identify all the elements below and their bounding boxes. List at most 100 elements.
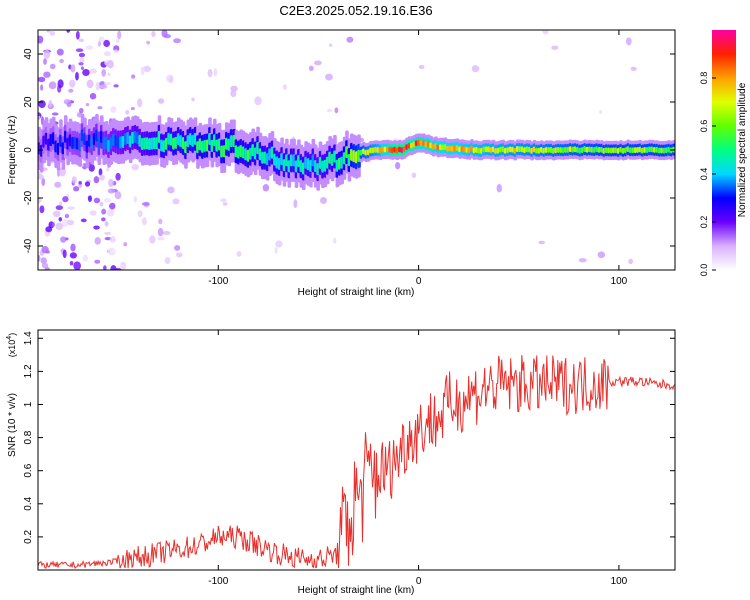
spectrogram-noise-cell: [78, 180, 82, 185]
spectrogram-noise-cell: [93, 176, 100, 184]
spectrogram-noise-cell: [58, 201, 63, 206]
spectrogram-noise-cell: [542, 30, 549, 35]
spectrogram-x-tick-label: 100: [611, 276, 628, 287]
snr-y-tick-label: 0.6: [23, 463, 34, 477]
snr-x-tick-label: 0: [416, 576, 422, 587]
spectrogram-noise-cell: [70, 243, 76, 252]
spectrogram-noise-cell: [172, 198, 180, 205]
spectrogram-noise-cell: [43, 58, 47, 65]
spectrogram-noise-cell: [207, 68, 213, 78]
spectrogram-noise-cell: [496, 184, 502, 193]
spectrogram-y-tick-label: -20: [23, 190, 34, 205]
spectrogram-ylabel: Frequency (Hz): [7, 116, 18, 185]
colorbar-tick-label: 0.2: [699, 216, 709, 229]
spectrogram-noise-cell: [395, 161, 401, 170]
snr-panel: -100 0 100 0.2 0.4 0.6 0.8 1 1.2 1.4 Height of st…: [6, 329, 676, 596]
spectrogram-noise-cell: [78, 62, 84, 66]
spectrogram-noise-cell: [78, 38, 84, 43]
spectrogram-x-tick-label: -100: [208, 276, 228, 287]
spectrogram-noise-cell: [333, 237, 337, 244]
spectrogram-noise-cell: [43, 49, 51, 59]
spectrogram-noise-cell: [113, 84, 119, 88]
spectrogram-noise-cell: [38, 174, 45, 180]
spectrogram-noise-cell: [597, 251, 606, 259]
spectrogram-noise-cell: [538, 240, 546, 245]
spectrogram-noise-cell: [86, 79, 94, 89]
spectrogram-noise-cell: [169, 76, 174, 84]
spectrogram-noise-cell: [149, 235, 156, 244]
spectrogram-noise-cell: [133, 195, 138, 203]
spectrogram-noise-cell: [67, 206, 75, 210]
spectrogram-noise-cell: [57, 79, 64, 89]
spectrogram-noise-cell: [78, 52, 86, 58]
spectrogram-noise-cell: [123, 242, 128, 247]
spectrogram-noise-cell: [97, 106, 103, 110]
spectrogram-noise-cell: [157, 98, 165, 104]
spectrogram-noise-cell: [52, 210, 61, 218]
colorbar-tick-label: 0.8: [699, 72, 709, 85]
spectrogram-noise-cell: [82, 68, 90, 77]
spectrogram-noise-cell: [40, 257, 47, 264]
spectrogram-noise-cell: [140, 66, 145, 76]
spectrogram-noise-cell: [630, 66, 637, 72]
spectrogram-noise-cell: [94, 259, 101, 264]
spectrogram-noise-cell: [173, 38, 182, 44]
spectrogram-noise-cell: [346, 36, 354, 43]
spectrogram-noise-cell: [101, 208, 107, 215]
spectrogram-noise-cell: [38, 254, 41, 262]
colorbar-tick-label: 0.0: [699, 264, 709, 277]
spectrogram-noise-cell: [101, 217, 106, 222]
snr-y-tick-label: 0.2: [23, 530, 34, 544]
spectrogram-noise-cell: [69, 252, 77, 259]
spectrogram-noise-cell: [104, 221, 109, 227]
snr-y-tick-label: 0.8: [23, 430, 34, 444]
spectrogram-noise-cell: [51, 112, 59, 116]
colorbar-tick-label: 0.4: [699, 168, 709, 181]
spectrogram-noise-cell: [79, 57, 85, 63]
spectrogram-noise-cell: [39, 205, 45, 214]
spectrogram-noise-cell: [60, 236, 67, 243]
spectrogram-noise-cell: [56, 48, 64, 56]
spectrogram-noise-cell: [103, 51, 111, 57]
spectrogram-noise-cell: [143, 65, 152, 73]
spectrogram-noise-cell: [93, 197, 101, 204]
spectrogram-noise-cell: [220, 198, 227, 203]
spectrogram-noise-cell: [222, 202, 228, 206]
snr-multiplier: (x104): [6, 333, 17, 357]
spectrogram-panel: -100 0 100 -40 -20 0 20 40 Height of straight l…: [7, 29, 676, 298]
spectrogram-noise-cell: [137, 210, 143, 218]
spectrogram-noise-cell: [104, 231, 111, 236]
spectrogram-noise-cell: [130, 74, 136, 79]
colorbar-tick-label: 0.6: [699, 120, 709, 133]
spectrogram-noise-cell: [130, 106, 135, 111]
spectrogram-y-tick-label: -40: [23, 238, 34, 253]
spectrogram-noise-cell: [75, 48, 84, 52]
spectrogram-noise-cell: [62, 196, 69, 203]
spectrogram-noise-cell: [418, 64, 425, 69]
spectrogram-noise-cell: [64, 213, 70, 219]
spectrogram-noise-cell: [110, 106, 117, 113]
colorbar-ticks: 0.0 0.2 0.4 0.6 0.8: [699, 72, 716, 277]
spectrogram-noise-cell: [38, 115, 41, 121]
spectrogram-noise-cell: [230, 85, 238, 92]
spectrogram-noise-cell: [625, 37, 632, 46]
spectrogram-noise-cell: [99, 84, 108, 89]
spectrogram-noise-cell: [99, 202, 104, 207]
spectrogram-y-tick-label: 20: [23, 96, 34, 108]
spectrogram-noise-cell: [49, 63, 56, 70]
spectrogram-noise-cell: [62, 249, 67, 259]
spectrogram-noise-cell: [125, 110, 130, 115]
spectrogram-noise-cell: [471, 65, 480, 73]
spectrogram-noise-cell: [98, 36, 105, 42]
spectrogram-noise-cell: [551, 45, 559, 50]
spectrogram-noise-cell: [99, 174, 106, 181]
spectrogram-noise-cell: [89, 210, 97, 216]
spectrogram-noise-cell: [48, 81, 57, 90]
spectrogram-noise-cell: [411, 172, 417, 179]
spectrogram-noise-cell: [141, 217, 147, 226]
spectrogram-noise-cell: [54, 181, 62, 188]
spectrogram-noise-cell: [97, 40, 101, 47]
spectrogram-noise-cell: [82, 254, 89, 262]
spectrogram-noise-cell: [43, 71, 51, 78]
